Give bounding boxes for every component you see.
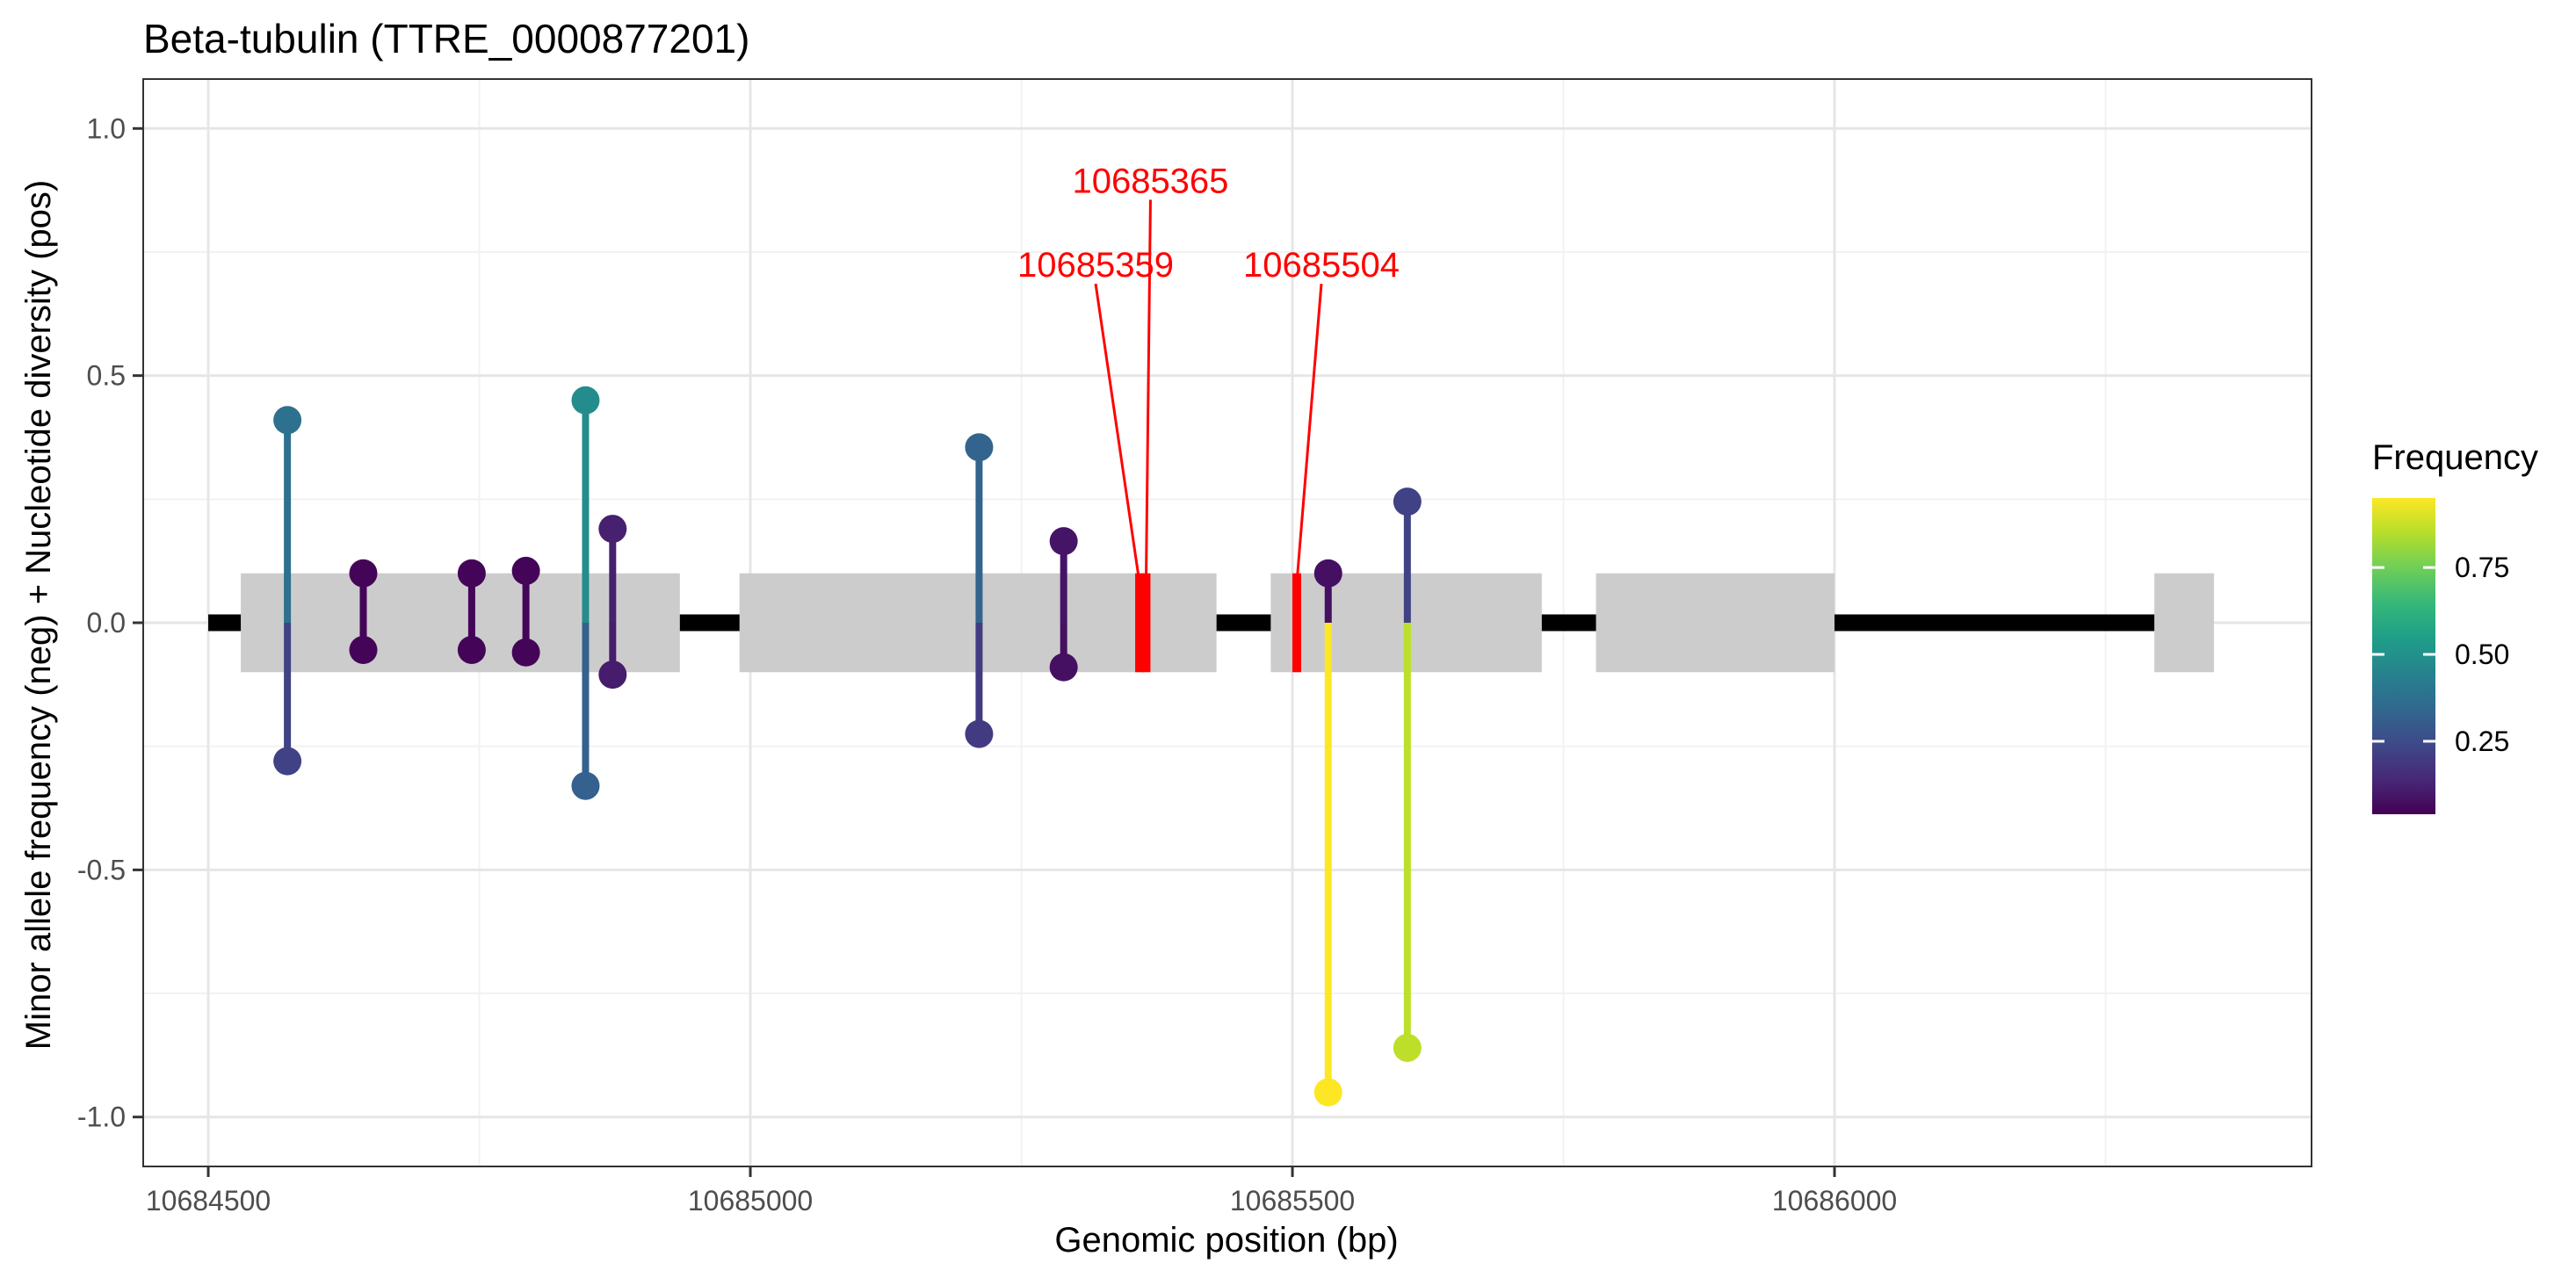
axes: 10684500 10685000 10685500 10686000 1.0 0.5 0.… xyxy=(77,112,1897,1217)
variant-point-pos xyxy=(1313,559,1342,588)
variant-point-neg xyxy=(1393,1033,1422,1062)
variant-point-neg xyxy=(965,719,994,748)
variant-point-pos xyxy=(1049,527,1078,556)
variant-point-pos xyxy=(1393,487,1422,516)
chart-title: Beta-tubulin (TTRE_0000877201) xyxy=(143,16,749,61)
x-tick-label: 10685000 xyxy=(688,1185,813,1217)
legend-title: Frequency xyxy=(2372,438,2538,477)
y-tick-label: -0.5 xyxy=(77,854,126,885)
highlight-leader-line xyxy=(1144,199,1152,583)
exon-box xyxy=(1596,573,1835,673)
variant-point-neg xyxy=(571,771,600,800)
highlight-label: 10685504 xyxy=(1243,246,1400,285)
x-tick-label: 10686000 xyxy=(1772,1185,1897,1217)
colorbar-tick-label: 0.75 xyxy=(2455,552,2509,583)
highlight-mark xyxy=(1135,573,1145,673)
y-tick-label: 1.0 xyxy=(87,112,126,144)
colorbar-tick-label: 0.25 xyxy=(2455,726,2509,757)
variant-point-neg xyxy=(273,747,302,776)
y-tick-label: 0.0 xyxy=(87,607,126,639)
variant-point-neg xyxy=(598,661,627,690)
highlighted-positions: 10685359 10685365 10685504 xyxy=(1017,162,1400,673)
variant-point-pos xyxy=(457,559,486,588)
x-tick-label: 10684500 xyxy=(146,1185,271,1217)
variant-point-neg xyxy=(349,635,378,664)
highlight-label: 10685359 xyxy=(1017,246,1174,285)
variant-point-neg xyxy=(457,635,486,664)
variant-point-neg xyxy=(1049,653,1078,682)
variant-point-pos xyxy=(571,386,600,415)
variant-point-neg xyxy=(511,638,540,667)
variant-point-pos xyxy=(965,433,994,462)
colorbar-tick-label: 0.50 xyxy=(2455,639,2509,670)
highlight-leader-line xyxy=(1094,283,1141,584)
variants xyxy=(273,386,1422,1107)
x-axis-title: Genomic position (bp) xyxy=(1054,1221,1398,1260)
variant-point-pos xyxy=(598,515,627,544)
variant-point-pos xyxy=(511,556,540,585)
legend: Frequency 0.25 0.50 0.75 xyxy=(2372,438,2538,814)
variant-point-pos xyxy=(273,406,302,435)
exon-box xyxy=(2154,573,2214,673)
colorbar xyxy=(2372,498,2435,814)
highlight-mark xyxy=(1292,573,1301,673)
x-tick-label: 10685500 xyxy=(1230,1185,1355,1217)
highlight-mark xyxy=(1141,573,1151,673)
y-tick-label: 0.5 xyxy=(87,360,126,392)
y-tick-label: -1.0 xyxy=(77,1101,126,1133)
highlight-leader-line xyxy=(1295,283,1323,584)
variant-point-pos xyxy=(349,559,378,588)
highlight-label: 10685365 xyxy=(1072,162,1228,200)
y-axis-title: Minor allele frequency (neg) + Nucleotid… xyxy=(19,180,58,1050)
variant-point-neg xyxy=(1313,1078,1342,1107)
